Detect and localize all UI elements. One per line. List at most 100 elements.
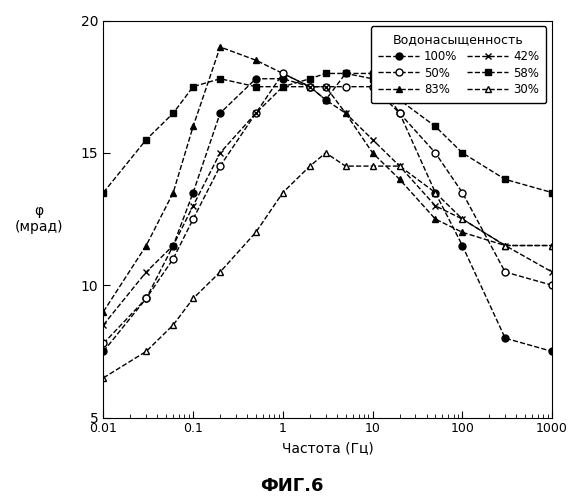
58% xyxy=(459,150,466,156)
30% xyxy=(549,242,556,248)
100% xyxy=(307,84,314,89)
100% xyxy=(432,190,439,196)
Y-axis label: φ
(мрад): φ (мрад) xyxy=(15,204,64,234)
50% xyxy=(189,216,196,222)
42% xyxy=(143,269,150,275)
30% xyxy=(189,296,196,302)
30% xyxy=(100,375,107,381)
30% xyxy=(252,230,259,235)
58% xyxy=(217,76,224,82)
58% xyxy=(170,110,177,116)
83% xyxy=(217,44,224,50)
100% xyxy=(252,76,259,82)
42% xyxy=(501,242,508,248)
Line: 42%: 42% xyxy=(100,83,556,328)
100% xyxy=(189,190,196,196)
X-axis label: Частота (Гц): Частота (Гц) xyxy=(282,441,374,455)
30% xyxy=(369,163,376,169)
50% xyxy=(307,84,314,89)
30% xyxy=(322,150,329,156)
50% xyxy=(217,163,224,169)
Line: 58%: 58% xyxy=(100,70,556,196)
100% xyxy=(217,110,224,116)
50% xyxy=(549,282,556,288)
83% xyxy=(369,150,376,156)
50% xyxy=(322,84,329,89)
50% xyxy=(170,256,177,262)
42% xyxy=(396,163,403,169)
42% xyxy=(307,84,314,89)
30% xyxy=(217,269,224,275)
42% xyxy=(279,84,286,89)
58% xyxy=(322,70,329,76)
50% xyxy=(369,84,376,89)
30% xyxy=(170,322,177,328)
100% xyxy=(170,242,177,248)
30% xyxy=(342,163,349,169)
58% xyxy=(369,76,376,82)
83% xyxy=(459,230,466,235)
50% xyxy=(252,110,259,116)
42% xyxy=(217,150,224,156)
83% xyxy=(279,70,286,76)
83% xyxy=(143,242,150,248)
83% xyxy=(549,242,556,248)
58% xyxy=(143,136,150,142)
100% xyxy=(396,110,403,116)
58% xyxy=(501,176,508,182)
Line: 100%: 100% xyxy=(100,70,556,355)
42% xyxy=(322,84,329,89)
100% xyxy=(549,348,556,354)
58% xyxy=(279,84,286,89)
58% xyxy=(100,190,107,196)
50% xyxy=(459,190,466,196)
100% xyxy=(501,335,508,341)
58% xyxy=(252,84,259,89)
42% xyxy=(170,242,177,248)
50% xyxy=(279,70,286,76)
100% xyxy=(342,70,349,76)
50% xyxy=(396,110,403,116)
Legend: 100%, 50%, 83%, 42%, 58%, 30%: 100%, 50%, 83%, 42%, 58%, 30% xyxy=(371,26,546,103)
100% xyxy=(100,348,107,354)
50% xyxy=(432,150,439,156)
83% xyxy=(342,110,349,116)
42% xyxy=(459,216,466,222)
100% xyxy=(322,97,329,103)
50% xyxy=(501,269,508,275)
Line: 50%: 50% xyxy=(100,70,556,347)
58% xyxy=(432,124,439,130)
30% xyxy=(307,163,314,169)
100% xyxy=(279,76,286,82)
42% xyxy=(189,203,196,209)
Text: ФИГ.6: ФИГ.6 xyxy=(260,477,323,495)
83% xyxy=(322,97,329,103)
83% xyxy=(396,176,403,182)
100% xyxy=(143,296,150,302)
83% xyxy=(100,308,107,314)
30% xyxy=(501,242,508,248)
30% xyxy=(432,190,439,196)
58% xyxy=(396,97,403,103)
Line: 83%: 83% xyxy=(100,44,556,315)
42% xyxy=(342,110,349,116)
83% xyxy=(501,242,508,248)
50% xyxy=(143,296,150,302)
30% xyxy=(279,190,286,196)
30% xyxy=(143,348,150,354)
83% xyxy=(252,57,259,63)
50% xyxy=(342,84,349,89)
83% xyxy=(170,190,177,196)
Line: 30%: 30% xyxy=(100,150,556,382)
42% xyxy=(100,322,107,328)
58% xyxy=(342,70,349,76)
42% xyxy=(252,110,259,116)
83% xyxy=(432,216,439,222)
50% xyxy=(100,340,107,346)
58% xyxy=(307,76,314,82)
100% xyxy=(369,70,376,76)
42% xyxy=(369,136,376,142)
30% xyxy=(459,216,466,222)
58% xyxy=(189,84,196,89)
58% xyxy=(549,190,556,196)
